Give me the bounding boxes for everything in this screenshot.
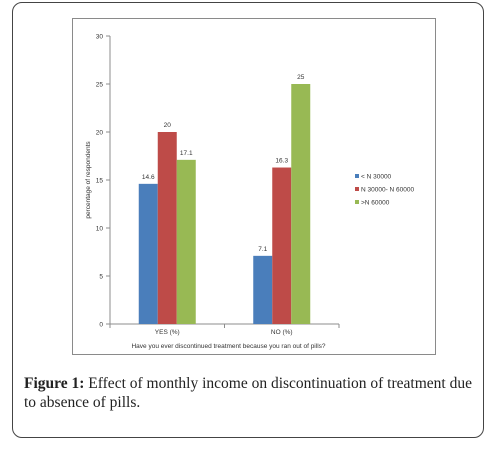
bar xyxy=(272,167,292,324)
bar xyxy=(291,84,311,324)
legend-label: N 30000- N 60000 xyxy=(361,187,415,194)
y-axis-label: percentage of respondents xyxy=(85,141,92,219)
y-tick-label: 30 xyxy=(96,34,104,41)
legend-label: < N 30000 xyxy=(361,174,392,181)
legend-swatch xyxy=(355,174,359,178)
y-tick-label: 25 xyxy=(96,82,104,89)
legend-label: >N 60000 xyxy=(361,200,390,207)
bar xyxy=(253,255,273,324)
y-tick-label: 5 xyxy=(99,274,103,281)
data-label: 25 xyxy=(297,74,305,81)
bar xyxy=(157,132,177,324)
caption-label: Figure 1: xyxy=(24,375,85,392)
data-label: 16.3 xyxy=(275,158,288,165)
bar xyxy=(176,159,196,324)
x-tick-label: NO (%) xyxy=(271,329,293,336)
legend-swatch xyxy=(355,200,359,204)
y-tick-label: 20 xyxy=(96,130,104,137)
data-label: 7.1 xyxy=(258,246,267,253)
x-tick-label: YES (%) xyxy=(155,329,180,336)
figure-caption: Figure 1: Effect of monthly income on di… xyxy=(24,374,474,412)
caption-text: Effect of monthly income on discontinuat… xyxy=(24,375,472,411)
data-label: 14.6 xyxy=(142,174,155,181)
y-tick-label: 10 xyxy=(96,226,104,233)
x-axis-label: Have you ever discontinued treatment bec… xyxy=(131,343,325,350)
y-tick-label: 15 xyxy=(96,178,104,185)
legend-swatch xyxy=(355,187,359,191)
data-label: 20 xyxy=(164,122,172,129)
y-tick-label: 0 xyxy=(99,322,103,329)
bar xyxy=(138,183,158,324)
data-label: 17.1 xyxy=(180,150,193,157)
